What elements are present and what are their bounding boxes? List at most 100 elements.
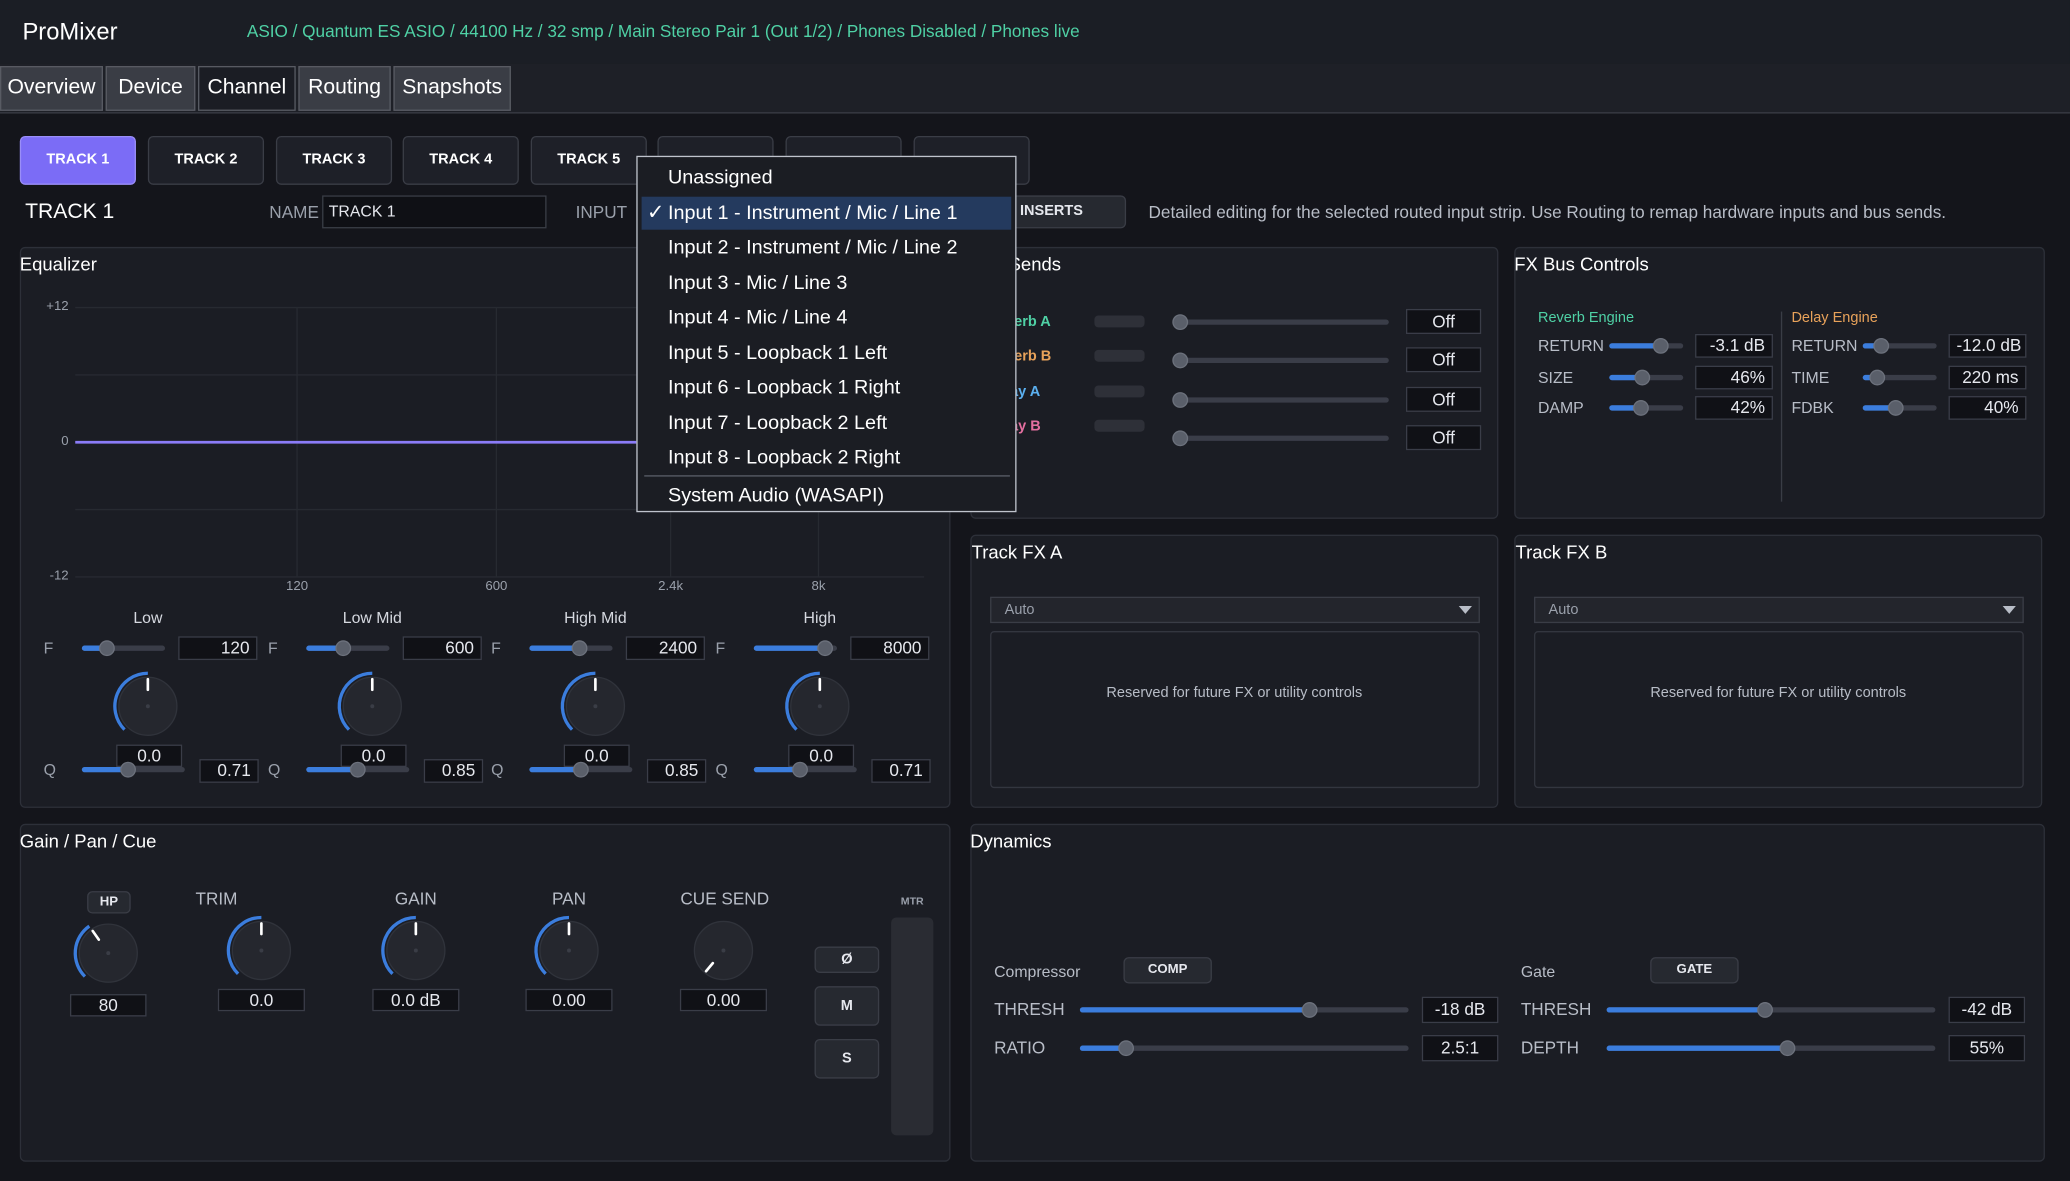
dropdown-option[interactable]: Input 2 - Instrument / Mic / Line 2	[667, 236, 958, 259]
track-button[interactable]: TRACK 2	[147, 135, 265, 185]
slider-thumb[interactable]	[571, 640, 588, 657]
dropdown-option[interactable]: Input 1 - Instrument / Mic / Line 1	[667, 201, 958, 225]
value-box[interactable]: Off	[1405, 347, 1482, 373]
freq-label: F	[715, 638, 726, 658]
button[interactable]: Ø	[814, 946, 880, 973]
slider-fill	[1079, 1007, 1310, 1013]
button[interactable]: S	[814, 1038, 880, 1079]
value-box[interactable]: 55%	[1948, 1034, 2026, 1062]
button[interactable]: M	[814, 986, 880, 1026]
slider-thumb[interactable]	[1172, 392, 1189, 408]
slider-thumb[interactable]	[1117, 1040, 1134, 1057]
tab[interactable]: Snapshots	[393, 66, 511, 111]
value-box[interactable]: 0.85	[423, 759, 484, 783]
param-label: TIME	[1791, 368, 1830, 387]
slider-thumb[interactable]	[1634, 369, 1651, 386]
slider-thumb[interactable]	[572, 761, 589, 778]
knob-label: CUE SEND	[680, 888, 770, 909]
dropdown-option[interactable]: Input 6 - Loopback 1 Right	[667, 376, 901, 399]
slider-thumb[interactable]	[1873, 337, 1890, 354]
dropdown-option[interactable]: Unassigned	[667, 166, 773, 189]
value-box[interactable]: 40%	[1948, 396, 2027, 420]
slider-thumb[interactable]	[1779, 1040, 1796, 1057]
value-box[interactable]: 42%	[1695, 396, 1773, 420]
value-box[interactable]: 0.0 dB	[372, 988, 460, 1012]
value-box[interactable]: 0.0	[563, 744, 630, 768]
track-button[interactable]: TRACK 4	[402, 135, 519, 185]
track-title: TRACK 1	[25, 200, 115, 224]
y-tick-label: -12	[49, 568, 69, 584]
tab[interactable]: Channel	[198, 66, 296, 111]
slider-thumb[interactable]	[1172, 314, 1189, 331]
dropdown-option[interactable]: Input 7 - Loopback 2 Left	[667, 411, 888, 435]
value-box[interactable]: 0.0	[788, 744, 855, 768]
value-box[interactable]: 0.0	[340, 744, 407, 768]
slider-thumb[interactable]	[1632, 400, 1649, 416]
engine-title: Delay Engine	[1791, 310, 1878, 327]
dropdown-option[interactable]: System Audio (WASAPI)	[667, 484, 885, 507]
value-box[interactable]: -3.1 dB	[1695, 333, 1773, 358]
fx-select[interactable]: Auto	[990, 596, 1480, 624]
button[interactable]: GATE	[1650, 957, 1739, 984]
value-box[interactable]: Off	[1405, 425, 1482, 451]
slider-fill	[1606, 1007, 1765, 1013]
slider-fill	[1609, 343, 1661, 349]
param-label: DEPTH	[1520, 1037, 1579, 1058]
dropdown-option[interactable]: Input 4 - Mic / Line 4	[667, 306, 848, 329]
value-box[interactable]: 0.00	[679, 988, 768, 1012]
dropdown-option[interactable]: Input 5 - Loopback 1 Left	[667, 341, 888, 365]
slider-thumb[interactable]	[98, 640, 115, 657]
dropdown-option[interactable]: Input 3 - Mic / Line 3	[667, 271, 848, 295]
slider-thumb[interactable]	[792, 761, 809, 778]
track-button[interactable]: TRACK 3	[275, 135, 393, 185]
slider-track	[1079, 1045, 1409, 1051]
value-box[interactable]: 80	[69, 994, 147, 1017]
value-box[interactable]: 2400	[625, 636, 705, 661]
tab[interactable]: Overview	[0, 66, 103, 111]
value-box[interactable]: -12.0 dB	[1948, 333, 2027, 358]
value-box[interactable]: -42 dB	[1948, 996, 2026, 1024]
track-button[interactable]: TRACK 1	[19, 135, 136, 185]
value-box[interactable]: -18 dB	[1421, 996, 1499, 1024]
track-button[interactable]: TRACK 5	[530, 135, 647, 185]
panel-title: FX Bus Controls	[1514, 253, 1649, 275]
value-box[interactable]: 0.0	[217, 988, 305, 1012]
slider-thumb[interactable]	[1302, 1001, 1318, 1018]
send-meter	[1094, 349, 1145, 362]
slider-thumb[interactable]	[816, 640, 833, 657]
select-arrow	[1458, 605, 1472, 614]
slider-thumb[interactable]	[1172, 352, 1189, 369]
dropdown-option[interactable]: Input 8 - Loopback 2 Right	[667, 446, 901, 469]
value-box[interactable]: 0.85	[646, 759, 707, 783]
slider-thumb[interactable]	[1653, 337, 1669, 354]
slider-thumb[interactable]	[335, 640, 352, 657]
value-box[interactable]: Off	[1405, 386, 1482, 412]
value-box[interactable]: 220 ms	[1948, 365, 2027, 390]
slider-thumb[interactable]	[1869, 369, 1886, 386]
knob-label: TRIM	[195, 888, 238, 909]
value-box[interactable]: 2.5:1	[1421, 1034, 1499, 1062]
slider-thumb[interactable]	[1756, 1001, 1773, 1018]
tab[interactable]: Routing	[298, 66, 391, 111]
slider-thumb[interactable]	[349, 761, 366, 778]
value-box[interactable]: Off	[1405, 308, 1482, 334]
value-box[interactable]: 8000	[850, 636, 930, 661]
value-box[interactable]: 0.71	[199, 759, 259, 783]
band-name: Low	[133, 608, 163, 628]
value-box[interactable]: 120	[178, 636, 258, 661]
x-tick-label: 8k	[811, 579, 826, 595]
slider-thumb[interactable]	[1888, 400, 1904, 416]
value-box[interactable]: 0.71	[871, 759, 931, 783]
slider-thumb[interactable]	[1172, 430, 1189, 447]
button[interactable]: COMP	[1123, 957, 1212, 984]
value-box[interactable]: 46%	[1695, 365, 1773, 390]
slider-thumb[interactable]	[120, 761, 137, 778]
button[interactable]: HP	[87, 891, 131, 914]
value-box[interactable]: 600	[402, 636, 482, 661]
name-input[interactable]: TRACK 1	[322, 195, 547, 229]
fx-select[interactable]: Auto	[1534, 596, 2024, 624]
slider-fill	[1079, 1045, 1126, 1051]
value-box[interactable]: 0.0	[116, 744, 183, 768]
value-box[interactable]: 0.00	[525, 988, 613, 1012]
tab[interactable]: Device	[105, 66, 196, 111]
